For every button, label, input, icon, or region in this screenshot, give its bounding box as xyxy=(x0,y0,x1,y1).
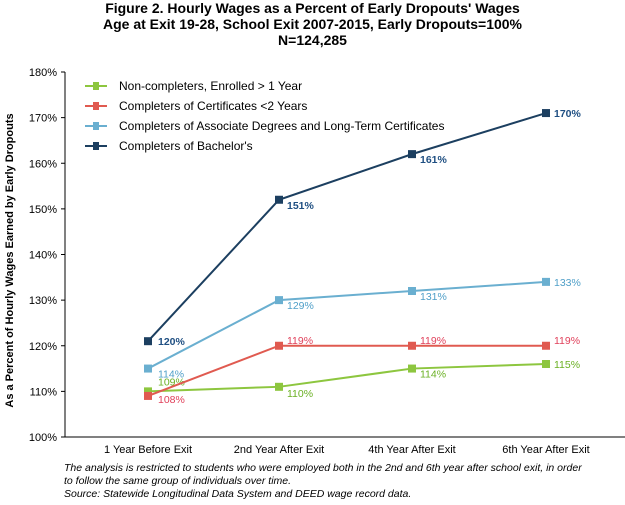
legend-label: Non-completers, Enrolled > 1 Year xyxy=(119,79,302,93)
series-line xyxy=(147,344,546,397)
data-label: 114% xyxy=(158,369,184,381)
data-label: 131% xyxy=(420,291,447,303)
data-label: 151% xyxy=(287,200,315,212)
legend-swatch-marker xyxy=(93,82,99,90)
data-label: 108% xyxy=(158,394,185,406)
data-label: 119% xyxy=(420,335,446,347)
data-point xyxy=(275,296,283,305)
y-axis-title: As a Percent of Hourly Wages Earned by E… xyxy=(4,113,16,407)
y-tick-label: 160% xyxy=(29,158,57,170)
data-point xyxy=(144,387,152,396)
y-tick-label: 130% xyxy=(29,295,57,307)
y-tick-label: 140% xyxy=(29,250,57,262)
y-tick-label: 180% xyxy=(29,67,57,79)
chart-title-line-1: Figure 2. Hourly Wages as a Percent of E… xyxy=(105,0,520,16)
data-point xyxy=(144,337,152,346)
x-tick-label: 4th Year After Exit xyxy=(368,444,455,456)
y-tick-label: 120% xyxy=(29,341,57,353)
chart-title: Figure 2. Hourly Wages as a Percent of E… xyxy=(0,0,625,48)
x-tick-label: 1 Year Before Exit xyxy=(104,444,192,456)
x-tick-label: 2nd Year After Exit xyxy=(234,444,325,456)
data-point xyxy=(144,391,152,400)
data-label: 129% xyxy=(287,300,314,312)
data-point xyxy=(408,150,416,159)
data-label: 119% xyxy=(287,335,313,347)
data-point xyxy=(144,364,152,373)
data-point xyxy=(542,360,550,368)
y-tick-label: 110% xyxy=(30,386,58,398)
legend-swatch-marker xyxy=(93,122,99,130)
source-note: Source: Statewide Longitudinal Data Syst… xyxy=(64,488,412,500)
data-point xyxy=(542,277,550,286)
data-label: 115% xyxy=(554,359,580,371)
data-label: 161% xyxy=(420,154,448,166)
series-line xyxy=(147,363,547,393)
legend-label: Completers of Certificates <2 Years xyxy=(119,99,307,113)
x-tick-label: 6th Year After Exit xyxy=(502,444,589,456)
legend-label: Completers of Associate Degrees and Long… xyxy=(119,119,444,133)
series-line xyxy=(147,112,547,342)
chart-title-line-2: Age at Exit 19-28, School Exit 2007-2015… xyxy=(102,16,522,32)
data-point xyxy=(275,341,283,350)
data-point xyxy=(542,341,550,350)
chart-title-line-3: N=124,285 xyxy=(278,32,347,48)
data-label: 170% xyxy=(554,108,582,120)
y-tick-label: 170% xyxy=(29,113,57,125)
data-point xyxy=(275,195,283,204)
data-label: 120% xyxy=(158,336,186,348)
data-point xyxy=(542,109,550,118)
series-line xyxy=(147,280,547,370)
data-label: 119% xyxy=(554,335,580,347)
footnote-line-2: to follow the same group of individuals … xyxy=(64,475,292,487)
data-point xyxy=(408,341,416,350)
footnote: The analysis is restricted to students w… xyxy=(64,462,624,501)
legend-swatch-marker xyxy=(93,142,99,150)
footnote-line-1: The analysis is restricted to students w… xyxy=(64,462,582,474)
legend-label: Completers of Bachelor's xyxy=(119,139,253,153)
y-tick-label: 100% xyxy=(29,432,57,444)
data-label: 114% xyxy=(420,369,446,381)
data-label: 110% xyxy=(287,388,313,400)
data-point xyxy=(275,382,283,391)
y-tick-label: 150% xyxy=(29,204,57,216)
data-point xyxy=(408,287,416,295)
data-point xyxy=(408,364,416,373)
legend-swatch-marker xyxy=(93,102,99,110)
data-label: 133% xyxy=(554,277,581,289)
